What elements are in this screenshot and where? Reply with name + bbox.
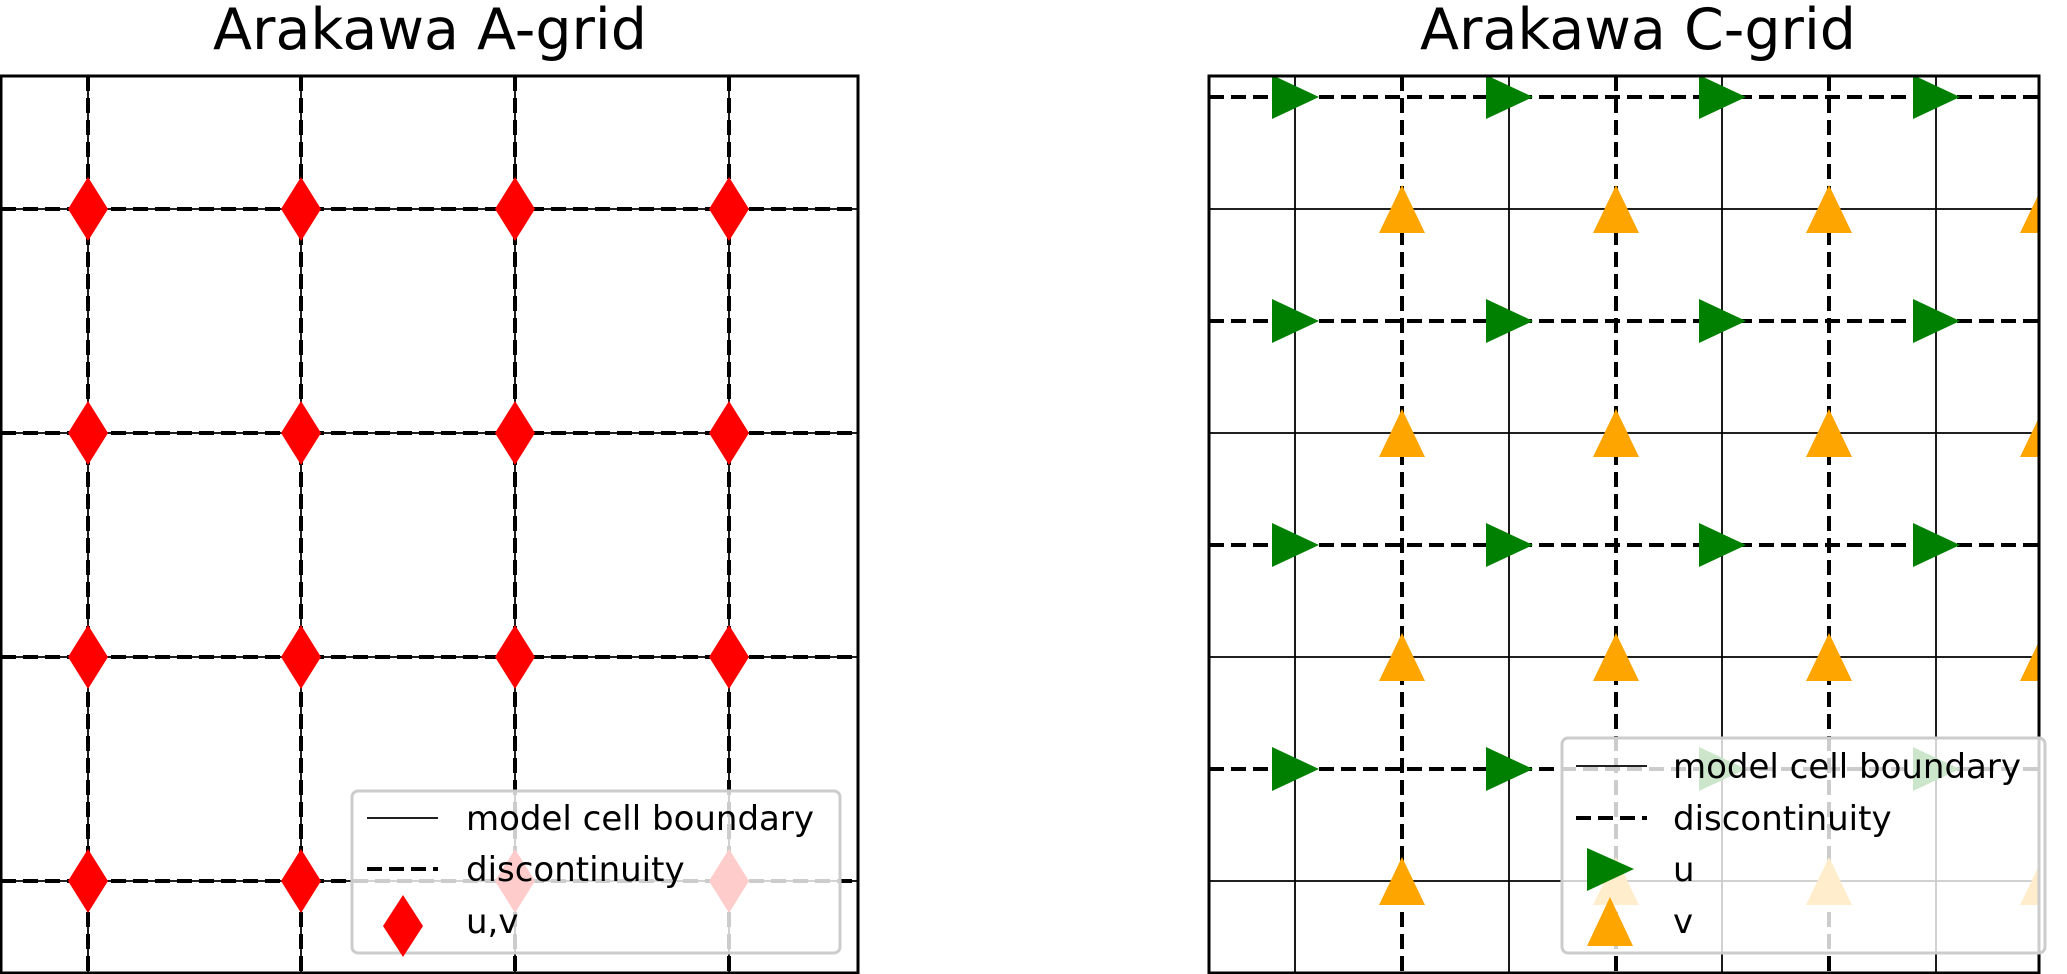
- u-markers: [1272, 76, 1960, 791]
- orange-up-triangle-icon: [1806, 633, 1852, 681]
- green-right-triangle-icon: [1486, 747, 1533, 791]
- green-right-triangle-icon: [1272, 747, 1319, 791]
- green-right-triangle-icon: [1486, 299, 1533, 343]
- orange-up-triangle-icon: [1379, 857, 1425, 905]
- orange-up-triangle-icon: [1379, 409, 1425, 457]
- green-right-triangle-icon: [1699, 523, 1746, 567]
- red-diamond-icon: [495, 401, 535, 465]
- green-right-triangle-icon: [1913, 76, 1960, 119]
- orange-up-triangle-icon: [1379, 633, 1425, 681]
- panel-c-legend: model cell boundary discontinuity u v: [1560, 736, 2047, 955]
- red-diamond-icon: [281, 849, 321, 913]
- orange-up-triangle-icon: [1593, 633, 1639, 681]
- panel-a-grid: model cell boundary discontinuity u,v: [0, 74, 860, 974]
- orange-up-triangle-icon: [2020, 193, 2039, 233]
- orange-up-triangle-icon: [1587, 897, 1633, 946]
- red-diamond-icon: [68, 401, 108, 465]
- legend-v-label: v: [1673, 902, 1693, 942]
- orange-up-triangle-icon: [2020, 417, 2039, 457]
- green-right-triangle-icon: [1272, 299, 1319, 343]
- red-diamond-icon: [495, 177, 535, 241]
- panel-c-title: Arakawa C-grid: [1420, 0, 1856, 63]
- orange-up-triangle-icon: [1379, 185, 1425, 233]
- red-diamond-icon: [383, 895, 423, 957]
- red-diamond-icon: [68, 849, 108, 913]
- red-diamond-icon: [495, 625, 535, 689]
- legend-cell-boundary-label: model cell boundary: [466, 799, 814, 839]
- orange-up-triangle-icon: [1806, 409, 1852, 457]
- panel-a-legend: model cell boundary discontinuity u,v: [350, 789, 842, 957]
- legend-discontinuity-label: discontinuity: [1673, 799, 1892, 839]
- red-diamond-icon: [281, 177, 321, 241]
- red-diamond-icon: [709, 625, 749, 689]
- red-diamond-icon: [709, 177, 749, 241]
- orange-up-triangle-icon: [1593, 409, 1639, 457]
- green-right-triangle-icon: [1913, 299, 1960, 343]
- panel-a-frame: [0, 74, 860, 974]
- green-right-triangle-icon: [1587, 848, 1634, 891]
- legend-box: [350, 789, 842, 955]
- legend-u-label: u: [1673, 850, 1695, 890]
- panel-a-title: Arakawa A-grid: [213, 0, 647, 63]
- green-right-triangle-icon: [1272, 523, 1319, 567]
- red-diamond-icon: [281, 625, 321, 689]
- legend-box: [1560, 736, 2047, 955]
- panel-c-frame: [1207, 74, 2041, 974]
- red-diamond-icon: [709, 401, 749, 465]
- legend-cell-boundary-label: model cell boundary: [1673, 747, 2021, 787]
- legend-uv-label: u,v: [466, 902, 518, 942]
- green-right-triangle-icon: [1272, 76, 1319, 119]
- legend-discontinuity-label: discontinuity: [466, 850, 685, 890]
- panel-c-grid: model cell boundary discontinuity u v: [1207, 74, 2047, 974]
- green-right-triangle-icon: [1699, 76, 1746, 119]
- red-diamond-icon: [68, 177, 108, 241]
- orange-up-triangle-icon: [1806, 185, 1852, 233]
- red-diamond-icon: [281, 401, 321, 465]
- green-right-triangle-icon: [1486, 76, 1533, 119]
- green-right-triangle-icon: [1486, 523, 1533, 567]
- green-right-triangle-icon: [1913, 523, 1960, 567]
- green-right-triangle-icon: [1699, 299, 1746, 343]
- red-diamond-icon: [68, 625, 108, 689]
- orange-up-triangle-icon: [2020, 641, 2039, 681]
- orange-up-triangle-icon: [1593, 185, 1639, 233]
